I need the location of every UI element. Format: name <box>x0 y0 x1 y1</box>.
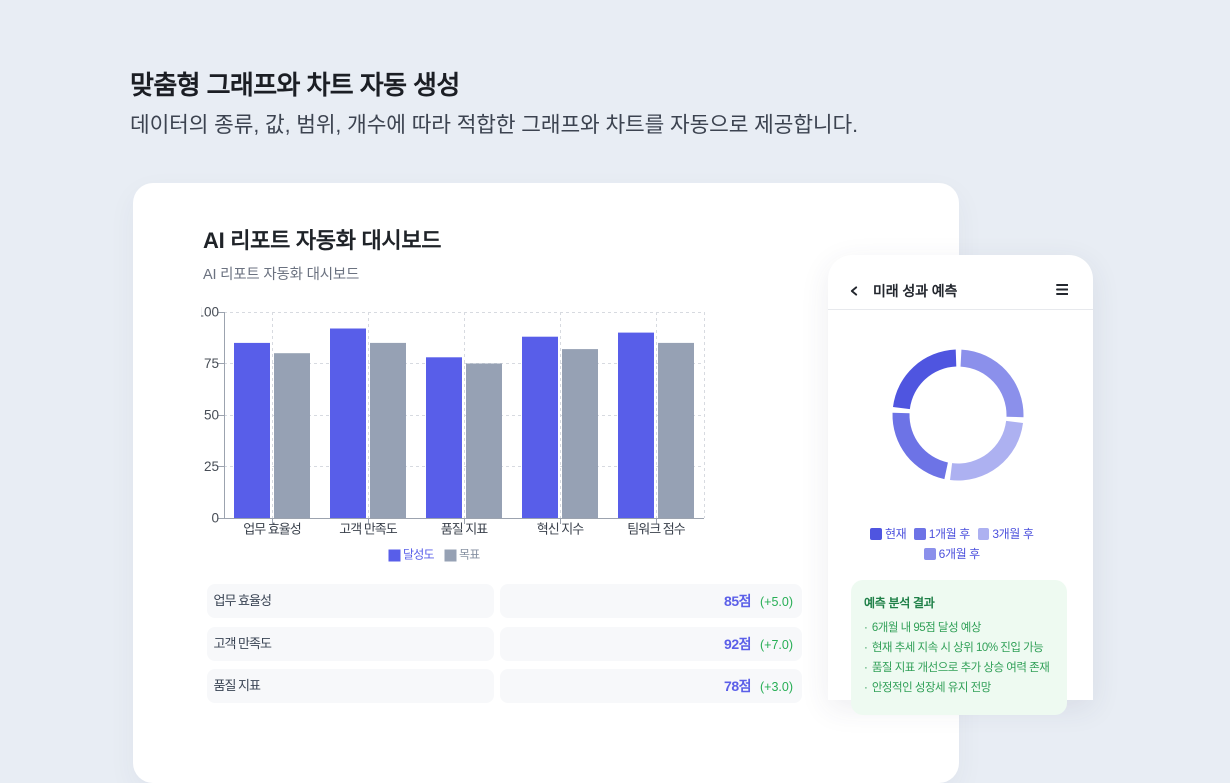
svg-text:달성도: 달성도 <box>403 548 434 562</box>
svg-text:품질 지표: 품질 지표 <box>441 522 488 537</box>
svg-text:25: 25 <box>204 459 219 474</box>
svg-text:100: 100 <box>201 305 219 320</box>
svg-text:50: 50 <box>204 408 219 423</box>
svg-text:팀워크 점수: 팀워크 점수 <box>627 522 685 537</box>
svg-text:목표: 목표 <box>459 548 480 562</box>
svg-text:고객 만족도: 고객 만족도 <box>339 522 397 537</box>
svg-text:혁신 지수: 혁신 지수 <box>537 522 584 537</box>
svg-text:75: 75 <box>204 356 219 371</box>
svg-text:0: 0 <box>211 511 219 526</box>
svg-text:업무 효율성: 업무 효율성 <box>243 522 300 537</box>
